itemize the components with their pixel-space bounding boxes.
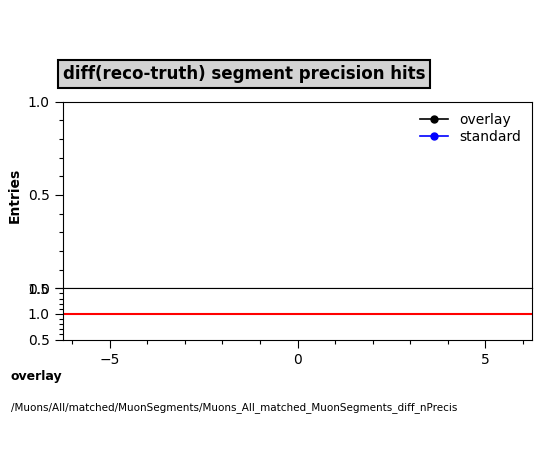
Text: overlay: overlay <box>11 370 63 383</box>
Legend: overlay, standard: overlay, standard <box>416 109 525 148</box>
Text: /Muons/All/matched/MuonSegments/Muons_All_matched_MuonSegments_diff_nPrecis: /Muons/All/matched/MuonSegments/Muons_Al… <box>11 402 458 413</box>
Y-axis label: Entries: Entries <box>8 167 22 223</box>
Text: diff(reco-truth) segment precision hits: diff(reco-truth) segment precision hits <box>63 65 425 83</box>
